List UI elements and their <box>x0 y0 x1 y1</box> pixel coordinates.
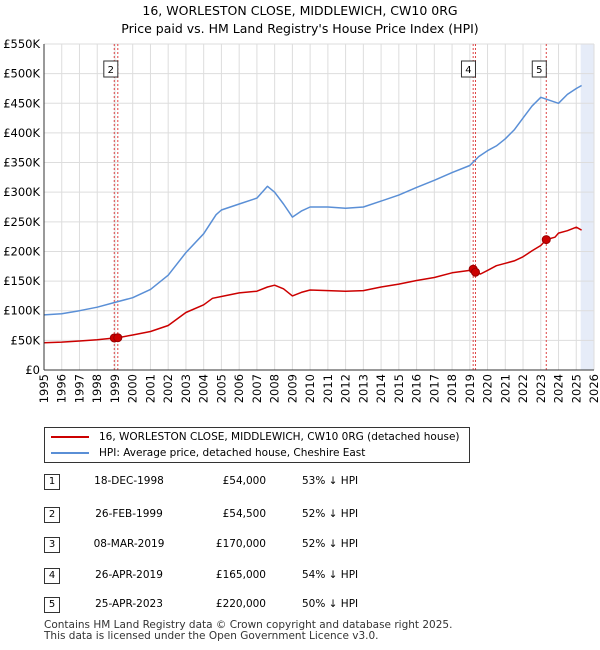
row-date: 26-FEB-1999 <box>95 508 163 520</box>
x-tick-label: 2015 <box>392 374 406 403</box>
legend-item-property: 16, WORLESTON CLOSE, MIDDLEWICH, CW10 0R… <box>51 429 460 445</box>
y-tick-label: £150K <box>3 274 40 288</box>
x-tick-label: 2026 <box>587 374 600 403</box>
sale-point <box>470 267 480 277</box>
row-price: £220,000 <box>215 598 266 610</box>
y-tick-label: £250K <box>3 215 40 229</box>
row-hpi-change: 50% ↓ HPI <box>302 598 359 610</box>
table-row: 5 25-APR-2023 £220,000 50% ↓ HPI <box>44 597 564 613</box>
sale-marker-box <box>460 60 476 78</box>
sale-point <box>541 235 551 245</box>
table-row: 4 26-APR-2019 £165,000 54% ↓ HPI <box>44 568 564 584</box>
y-tick-label: £100K <box>3 304 40 318</box>
y-tick-label: £200K <box>3 244 40 258</box>
series-line-property <box>43 226 582 344</box>
x-tick-label: 2009 <box>285 374 299 403</box>
x-tick-label: 2000 <box>126 374 140 403</box>
y-tick-label: £50K <box>11 333 41 347</box>
y-tick-label: £0 <box>25 363 40 377</box>
legend-item-hpi: HPI: Average price, detached house, Ches… <box>51 445 365 461</box>
x-tick-label: 2001 <box>143 374 157 403</box>
sale-marker-label: 2 <box>108 65 114 76</box>
x-tick-label: 2008 <box>268 374 282 403</box>
x-tick-label: 2023 <box>534 374 548 403</box>
sale-point <box>113 333 123 343</box>
footer-line-licence: This data is licensed under the Open Gov… <box>44 630 379 642</box>
y-tick-label: £300K <box>3 185 40 199</box>
legend-label-hpi: HPI: Average price, detached house, Ches… <box>99 447 366 459</box>
x-tick-label: 2018 <box>445 374 459 403</box>
x-tick-label: 2014 <box>374 374 388 403</box>
x-tick-label: 1995 <box>37 374 51 403</box>
x-tick-label: 2025 <box>569 374 583 403</box>
table-row: 1 18-DEC-1998 £54,000 53% ↓ HPI <box>44 474 564 490</box>
row-number-badge: 4 <box>44 568 60 584</box>
row-hpi-change: 52% ↓ HPI <box>302 508 359 520</box>
x-tick-label: 1999 <box>108 374 122 403</box>
table-row: 2 26-FEB-1999 £54,500 52% ↓ HPI <box>44 507 564 523</box>
y-tick-label: £400K <box>3 126 40 140</box>
x-tick-label: 2010 <box>303 374 317 403</box>
legend-label-property: 16, WORLESTON CLOSE, MIDDLEWICH, CW10 0R… <box>99 431 460 443</box>
row-price: £54,500 <box>222 508 266 520</box>
footer-attribution: Contains HM Land Registry data © Crown c… <box>44 620 452 642</box>
x-tick-label: 2021 <box>498 374 512 403</box>
x-tick-label: 2024 <box>552 374 566 403</box>
x-tick-label: 2012 <box>339 374 353 403</box>
y-tick-label: £550K <box>3 37 40 51</box>
y-tick-label: £350K <box>3 156 40 170</box>
sale-marker-label: 4 <box>465 65 471 76</box>
footer-line-copyright: Contains HM Land Registry data © Crown c… <box>44 619 453 631</box>
chart-subtitle: Price paid vs. HM Land Registry's House … <box>121 21 479 36</box>
legend-swatch-blue <box>51 452 89 454</box>
row-date: 25-APR-2023 <box>95 598 163 610</box>
x-tick-label: 1998 <box>90 374 104 403</box>
x-tick-label: 2004 <box>197 374 211 403</box>
table-row: 3 08-MAR-2019 £170,000 52% ↓ HPI <box>44 537 564 553</box>
x-tick-label: 2020 <box>481 374 495 403</box>
forecast-shading <box>580 44 594 370</box>
legend-swatch-red <box>51 436 89 438</box>
row-hpi-change: 53% ↓ HPI <box>302 475 359 487</box>
x-tick-label: 2005 <box>214 374 228 403</box>
sale-marker-box <box>531 60 547 78</box>
series-line-hpi <box>43 84 582 316</box>
x-tick-label: 2007 <box>250 374 264 403</box>
row-hpi-change: 52% ↓ HPI <box>302 538 359 550</box>
row-number-badge: 5 <box>44 597 60 613</box>
x-tick-label: 2017 <box>427 374 441 403</box>
row-price: £165,000 <box>215 569 266 581</box>
row-number-badge: 1 <box>44 474 60 490</box>
row-number-badge: 2 <box>44 507 60 523</box>
x-tick-label: 2019 <box>463 374 477 403</box>
row-date: 08-MAR-2019 <box>93 538 165 550</box>
x-tick-label: 1997 <box>72 374 86 403</box>
row-number-badge: 3 <box>44 537 60 553</box>
chart-legend: 16, WORLESTON CLOSE, MIDDLEWICH, CW10 0R… <box>44 427 470 463</box>
x-tick-label: 2016 <box>410 374 424 403</box>
row-price: £54,000 <box>222 475 266 487</box>
row-price: £170,000 <box>215 538 266 550</box>
y-tick-label: £500K <box>3 67 40 81</box>
x-tick-label: 2002 <box>161 374 175 403</box>
row-date: 26-APR-2019 <box>95 569 163 581</box>
x-tick-label: 1996 <box>55 374 69 403</box>
chart-title: 16, WORLESTON CLOSE, MIDDLEWICH, CW10 0R… <box>142 3 458 18</box>
row-hpi-change: 54% ↓ HPI <box>302 569 359 581</box>
x-tick-label: 2013 <box>356 374 370 403</box>
x-tick-label: 2003 <box>179 374 193 403</box>
sale-marker-box <box>103 60 119 78</box>
x-tick-label: 2022 <box>516 374 530 403</box>
x-tick-label: 2011 <box>321 374 335 403</box>
x-tick-label: 2006 <box>232 374 246 403</box>
y-tick-label: £450K <box>3 96 40 110</box>
row-date: 18-DEC-1998 <box>94 475 164 487</box>
sale-marker-label: 5 <box>536 65 542 76</box>
price-chart: £0 £50K £100K £150K £200K £250K £300K £350K £400… <box>3 37 600 403</box>
